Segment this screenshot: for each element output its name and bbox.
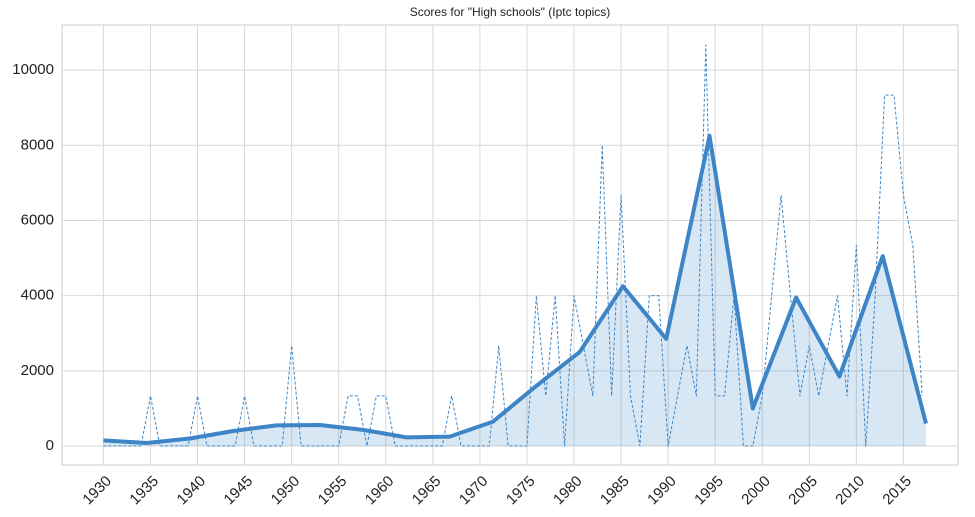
x-tick-label: 1930: [79, 473, 115, 509]
x-tick-label: 1975: [503, 473, 539, 509]
x-tick-label: 1985: [597, 473, 633, 509]
y-tick-label: 10000: [12, 61, 54, 78]
x-tick-label: 1960: [362, 473, 398, 509]
x-tick-label: 2015: [879, 473, 915, 509]
x-tick-label: 1990: [644, 473, 680, 509]
x-tick-label: 2000: [738, 473, 774, 509]
y-tick-label: 6000: [21, 211, 54, 228]
x-tick-label: 1945: [221, 473, 257, 509]
x-tick-label: 2005: [785, 473, 821, 509]
line: [103, 44, 923, 447]
x-tick-label: 1935: [126, 473, 162, 509]
x-tick-label: 1970: [456, 473, 492, 509]
x-tick-label: 1950: [268, 473, 304, 509]
x-tick-label: 1940: [174, 473, 210, 509]
plot-area: [61, 24, 959, 466]
x-tick-label: 1965: [409, 473, 445, 509]
line: [103, 133, 928, 446]
y-tick-label: 0: [46, 437, 54, 454]
x-tick-label: 1995: [691, 473, 727, 509]
chart-title: Scores for "High schools" (Iptc topics): [410, 5, 611, 19]
y-tick-label: 2000: [21, 362, 54, 379]
x-tick-label: 1955: [315, 473, 351, 509]
y-tick-label: 4000: [21, 287, 54, 304]
y-tick-label: 8000: [21, 136, 54, 153]
x-tick-label: 1980: [550, 473, 586, 509]
x-tick-label: 2010: [832, 473, 868, 509]
